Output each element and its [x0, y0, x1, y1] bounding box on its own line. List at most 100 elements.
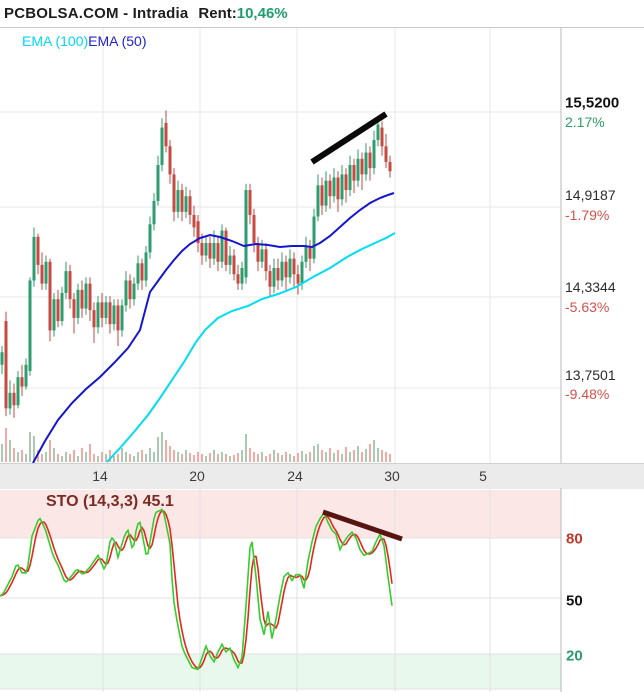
candle-body [336, 177, 340, 200]
resistance-trendline [310, 111, 388, 165]
volume-bar [49, 440, 51, 462]
volume-bar [133, 456, 135, 462]
volume-bar [73, 450, 75, 462]
stochastic-canvas[interactable] [0, 488, 644, 692]
candle-body [248, 190, 252, 215]
volume-bar [389, 454, 391, 462]
overbought-zone [0, 490, 561, 538]
volume-bar [381, 450, 383, 462]
volume-bar [77, 456, 79, 462]
candle-body [280, 261, 284, 281]
candle-body [388, 161, 392, 172]
volume-bar [309, 452, 311, 462]
price-level-label: 14,3344 [565, 279, 616, 295]
volume-bar [289, 454, 291, 462]
volume-bar [293, 456, 295, 462]
candle-body [40, 264, 44, 284]
volume-bar [253, 452, 255, 462]
volume-bar [125, 452, 127, 462]
price-axis: 15,5200 2.17% 14,9187 -1.79% 14,3344 -5.63% 13… [565, 28, 644, 463]
volume-bar [13, 448, 15, 462]
candle-body [380, 127, 384, 147]
volume-bar [273, 450, 275, 462]
volume-bar [45, 452, 47, 462]
candle-body [300, 261, 304, 284]
volume-bar [165, 440, 167, 462]
candle-body [288, 258, 292, 278]
candle-body [164, 122, 168, 147]
price-chart-panel: EMA (100)EMA (50) 15,5200 2.17% 14,9187 -1.… [0, 28, 644, 463]
candle-body [228, 255, 232, 265]
candle-body [20, 377, 24, 387]
price-percent-label: 2.17% [565, 114, 605, 130]
volume-bar [21, 450, 23, 462]
volume-bar [353, 450, 355, 462]
rent-value: 10,46% [236, 5, 288, 22]
volume-bar [53, 448, 55, 462]
stochastic-label: STO (14,3,3) 45.1 [46, 493, 174, 510]
candle-body [188, 196, 192, 215]
page-title: PCBOLSA.COM - Intradia [4, 5, 189, 22]
candle-body [132, 283, 136, 300]
volume-bar [137, 452, 139, 462]
volume-bar [249, 448, 251, 462]
volume-bar [29, 432, 31, 462]
price-level-label: 14,9187 [565, 187, 616, 203]
candle-body [76, 289, 80, 318]
candle-body [268, 271, 272, 287]
volume-bar [269, 454, 271, 462]
volume-bar [185, 450, 187, 462]
volume-bar [169, 446, 171, 462]
candle-body [48, 261, 52, 331]
volume-bar [97, 456, 99, 462]
volume-bar [221, 452, 223, 462]
volume-bar [17, 452, 19, 462]
candle-body [104, 302, 108, 318]
volume-bar [197, 452, 199, 462]
candle-body [252, 214, 256, 244]
candle-body [148, 224, 152, 253]
candle-body [96, 302, 100, 328]
volume-bar [121, 448, 123, 462]
candle-body [184, 196, 188, 212]
date-label: 20 [189, 468, 205, 484]
volume-bar [69, 454, 71, 462]
volume-bar [9, 440, 11, 462]
date-label: 30 [384, 468, 400, 484]
volume-bar [181, 454, 183, 462]
volume-bar [89, 444, 91, 462]
volume-bar [301, 451, 303, 462]
volume-bar [129, 454, 131, 462]
candle-body [216, 243, 220, 262]
candle-body [180, 190, 184, 212]
candle-body [376, 124, 380, 141]
volume-bar [105, 454, 107, 462]
volume-bar [225, 454, 227, 462]
volume-bar [81, 448, 83, 462]
volume-bar [261, 452, 263, 462]
candle-body [384, 146, 388, 162]
volume-bar [337, 450, 339, 462]
candle-body [260, 249, 264, 262]
price-chart-canvas[interactable] [0, 28, 644, 463]
candle-body [296, 274, 300, 284]
volume-bar [233, 455, 235, 462]
date-label: 5 [479, 468, 487, 484]
stochastic-level-label: 20 [566, 647, 583, 665]
stochastic-k-line [0, 508, 393, 671]
legend-ema100: EMA (100) [22, 33, 89, 49]
candle-body [364, 152, 368, 175]
volume-bar [41, 454, 43, 462]
candle-body [360, 158, 364, 175]
volume-bar [141, 450, 143, 462]
candle-body [232, 255, 236, 275]
price-level-label: 13,7501 [565, 367, 616, 383]
candle-body [368, 152, 372, 169]
candle-body [256, 243, 260, 262]
indicator-legend: EMA (100)EMA (50) [22, 33, 147, 49]
candle-body [328, 180, 332, 197]
candle-body [204, 243, 208, 256]
candle-body [116, 305, 120, 331]
candle-body [372, 140, 376, 169]
candle-body [28, 280, 32, 371]
